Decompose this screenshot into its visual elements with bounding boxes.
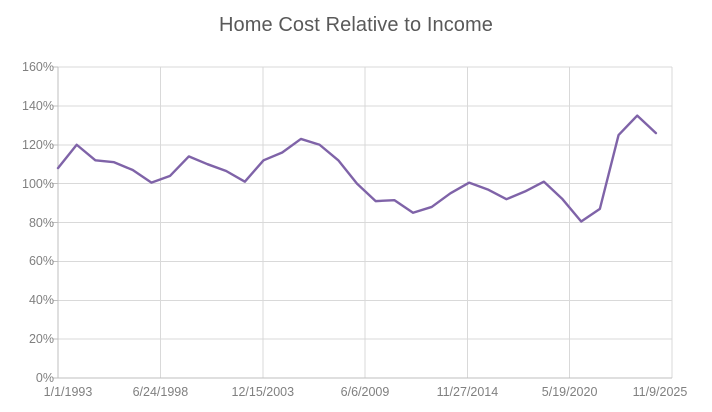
- y-axis-tick-label: 120%: [22, 137, 54, 152]
- data-series-line: [56, 114, 658, 223]
- y-axis-tick-label: 40%: [28, 293, 54, 308]
- x-axis-tick-label: 1/1/1993: [43, 385, 93, 399]
- chart-title: Home Cost Relative to Income: [218, 14, 494, 36]
- x-axis-tick-label: 5/19/2020: [541, 385, 598, 399]
- y-axis-tick-label: 140%: [22, 98, 54, 113]
- y-axis-tick-label: 20%: [28, 332, 54, 347]
- y-axis-tick-label: 160%: [22, 60, 54, 74]
- y-axis-tick-label: 100%: [22, 176, 54, 191]
- x-axis-tick-label: 11/27/2014: [436, 385, 499, 399]
- y-axis-tick-label: 80%: [28, 215, 54, 230]
- y-axis-tick-label: 0%: [35, 371, 54, 385]
- axis-lines: [53, 66, 672, 379]
- x-axis-tick-label: 6/24/1998: [132, 385, 189, 399]
- x-axis-tick-label: 11/9/2025: [632, 385, 688, 399]
- x-axis-tick-label: 6/6/2009: [340, 385, 390, 399]
- y-axis: 0% 20% 40% 60% 80% 100% 120% 140% 160%: [0, 0, 54, 412]
- x-axis-tick-label: 12/15/2003: [231, 385, 295, 399]
- x-axis: 1/1/1993 6/24/1998 12/15/2003 6/6/2009 11/27…: [0, 385, 712, 409]
- y-axis-tick-label: 60%: [28, 254, 54, 269]
